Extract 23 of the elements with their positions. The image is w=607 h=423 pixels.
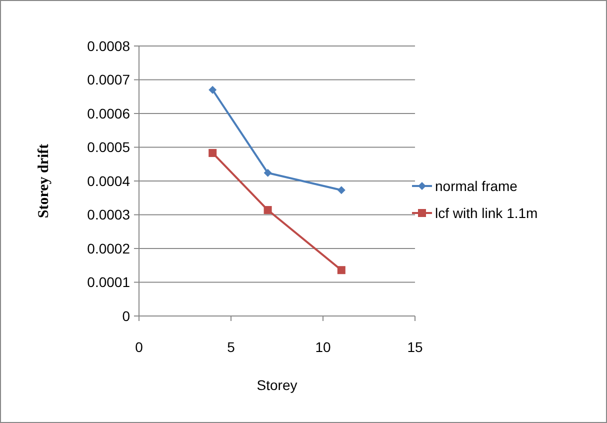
- x-tick-label: 5: [227, 339, 236, 355]
- y-tick-label: 0: [122, 308, 130, 324]
- y-tick-label: 0.0003: [87, 206, 130, 223]
- x-tick-label: 0: [135, 339, 144, 355]
- point: [337, 186, 346, 194]
- x-tick-label: 10: [315, 339, 331, 355]
- point: [208, 148, 217, 157]
- y-tick-label: 0.0007: [87, 72, 130, 88]
- y-tick-label: 0.0004: [87, 172, 130, 189]
- y-tick-label: 0.0008: [87, 38, 130, 54]
- y-tick-label: 0.0006: [87, 105, 130, 122]
- point: [264, 168, 272, 177]
- x-axis-title: Storey: [256, 377, 298, 393]
- legend-label: normal frame: [435, 178, 518, 194]
- y-tick-label: 0.0005: [87, 139, 130, 156]
- point: [264, 206, 272, 214]
- point: [337, 266, 346, 274]
- point: [208, 86, 217, 94]
- y-tick-label: 0.0001: [87, 274, 130, 290]
- y-tick-label: 0.0002: [87, 240, 130, 256]
- legend-label: lcf with link 1.1m: [435, 204, 538, 221]
- x-tick-label: 15: [407, 339, 423, 355]
- y-axis-title: Storey drift: [36, 144, 52, 218]
